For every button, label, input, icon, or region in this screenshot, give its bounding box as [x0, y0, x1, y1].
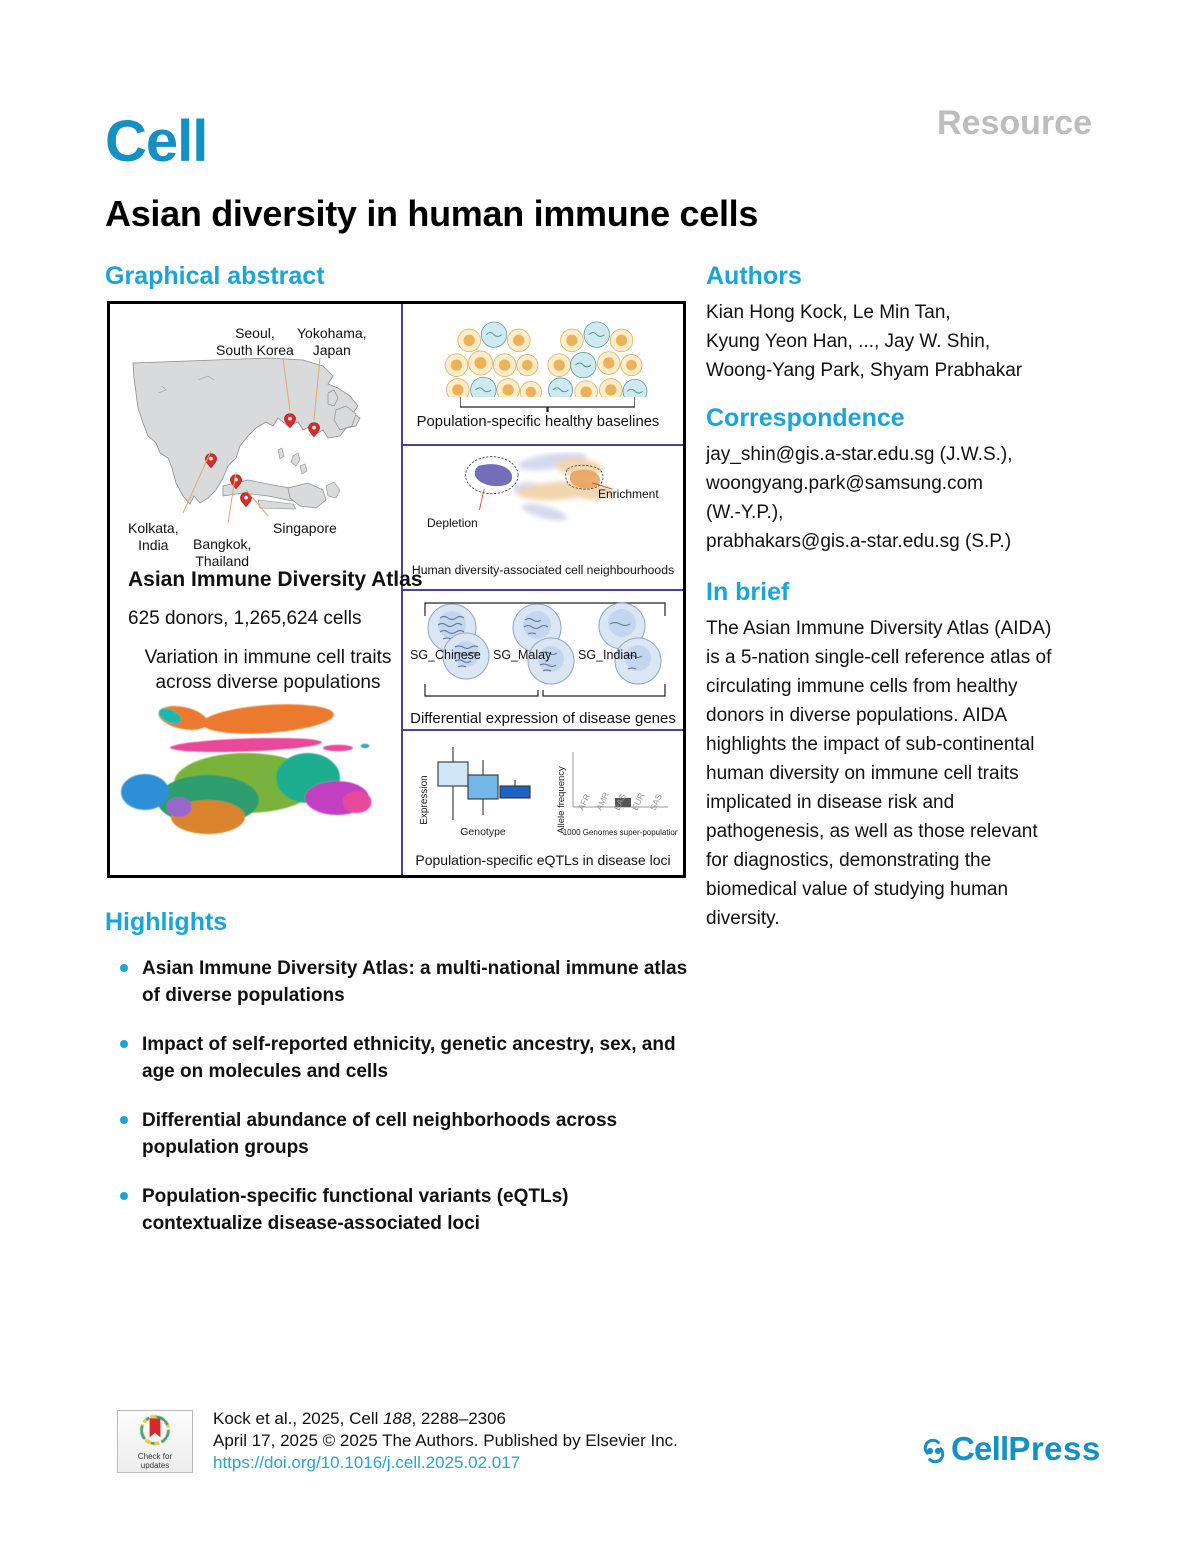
svg-text:AFR: AFR [576, 792, 592, 812]
svg-text:1000 Genomes super-population: 1000 Genomes super-population [563, 828, 678, 837]
svg-text:Expression: Expression [419, 775, 430, 824]
svg-text:Genotype: Genotype [460, 826, 506, 838]
svg-text:AMR: AMR [594, 790, 611, 811]
svg-text:Allele frequency: Allele frequency [556, 766, 567, 834]
svg-text:EUR: EUR [630, 791, 647, 811]
svg-text:SAS: SAS [648, 792, 664, 812]
